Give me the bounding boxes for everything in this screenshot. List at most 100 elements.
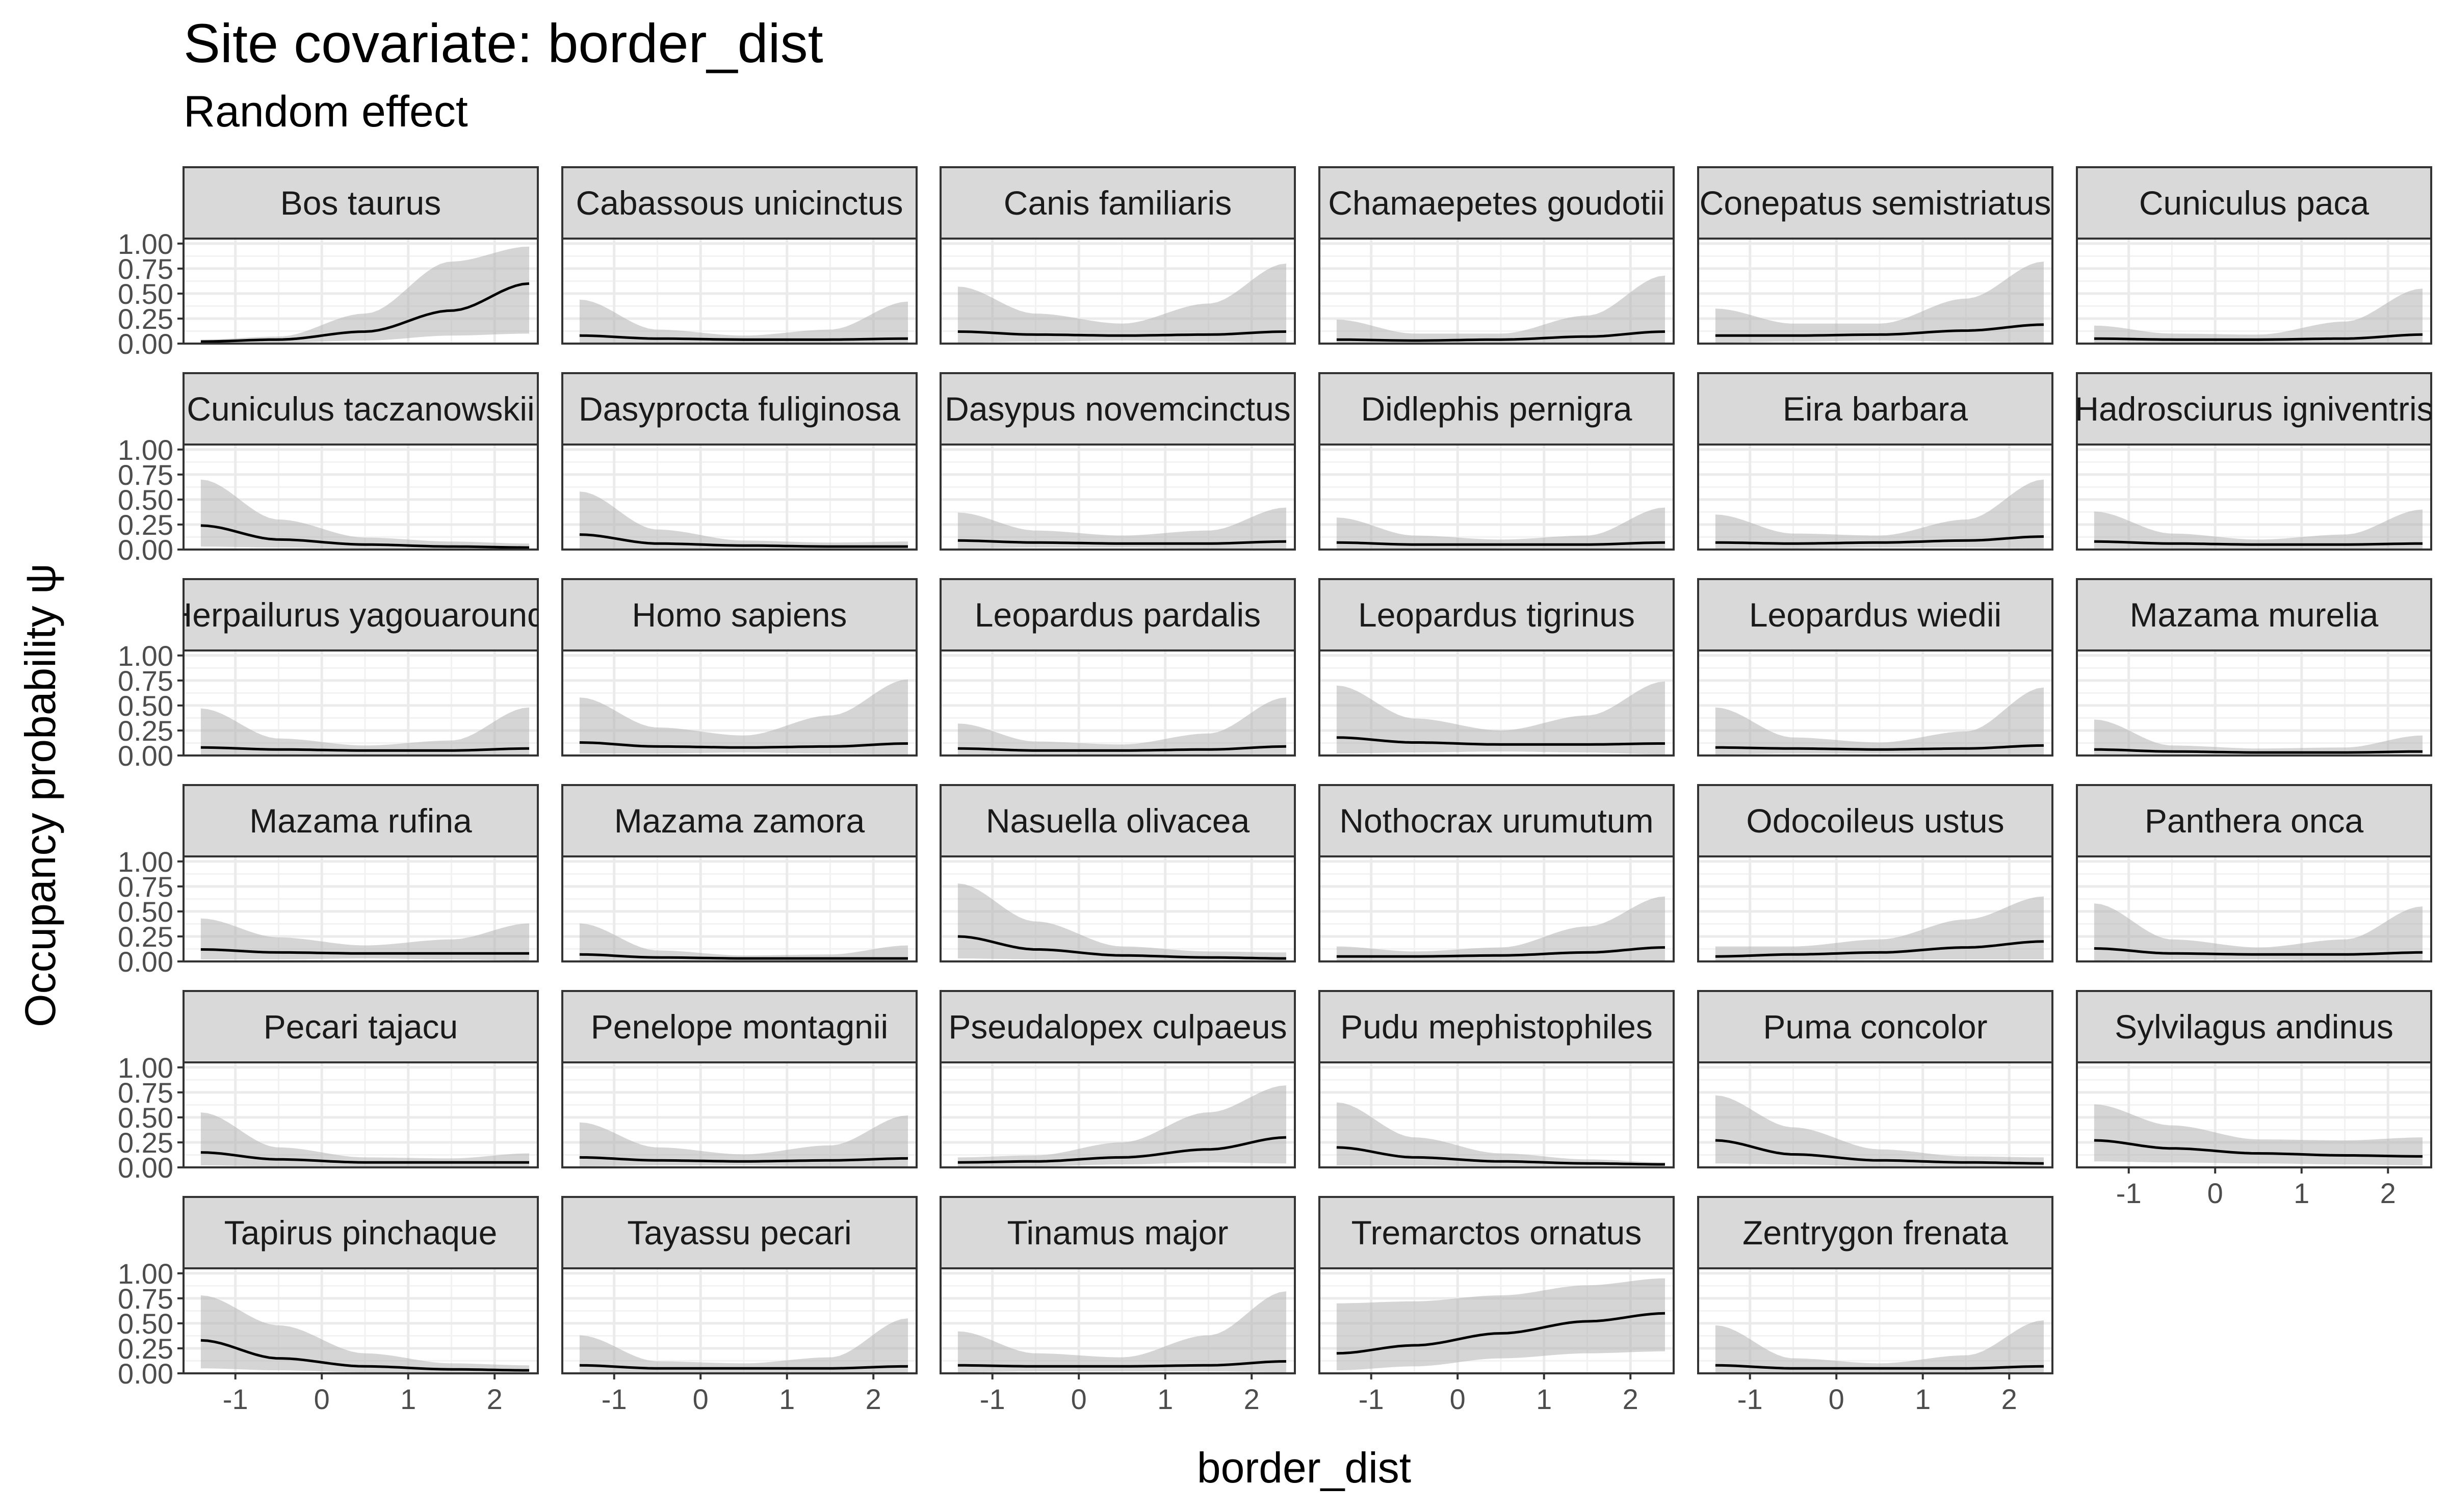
facet-panel: Leopardus pardalis [940, 578, 1296, 757]
chart-title: Site covariate: border_dist [184, 12, 823, 74]
ci-ribbon [957, 697, 1286, 754]
facet-strip [1697, 1196, 2053, 1269]
ci-ribbon [1715, 1095, 2044, 1167]
panel-border [1318, 238, 1675, 345]
ci-ribbon [1336, 1102, 1665, 1167]
facet-strip [1697, 578, 2053, 651]
facet-strip [1697, 372, 2053, 446]
facet-strip [561, 990, 918, 1063]
y-tick-label: 0.50 [118, 278, 173, 310]
x-tick-label: -1 [602, 1383, 627, 1415]
mean-line [957, 1136, 1287, 1164]
y-tick-label: 0.75 [118, 665, 173, 697]
y-tick-label: 0.00 [118, 534, 173, 566]
x-tick-label: 2 [1244, 1383, 1260, 1415]
y-tick-label: 0.25 [118, 303, 173, 335]
facet-strip [183, 784, 539, 857]
panel-border [183, 238, 539, 345]
facet-label: Pudu mephistophiles [1340, 1008, 1653, 1046]
x-tick-label: 2 [866, 1383, 881, 1415]
ci-ribbon [200, 918, 529, 960]
facet-panel: Puma concolor [1697, 990, 2053, 1169]
mean-line [200, 948, 529, 955]
y-tick-label: 0.50 [118, 484, 173, 516]
panel-border [2076, 855, 2432, 962]
panel-border [183, 1061, 539, 1168]
facet-strip [940, 166, 1296, 240]
facet-panel: Sylvilagus andinus -1 0 1 2 [2076, 990, 2432, 1209]
y-tick-label: 0.00 [118, 328, 173, 360]
y-tick-label: 1.00 [118, 228, 173, 260]
ci-ribbon [579, 299, 908, 343]
mean-line [579, 1156, 908, 1163]
mean-line [2094, 540, 2423, 546]
facet-strip [1318, 990, 1675, 1063]
y-tick-label: 0.25 [118, 921, 173, 953]
facet-panel: Mazama rufina 0.000.250.500.751.00 [118, 784, 539, 978]
panel-border [1697, 444, 2053, 551]
facet-label: Mazama rufina [249, 802, 472, 840]
y-tick-label: 0.25 [118, 1333, 173, 1365]
facet-panel: Cuniculus paca [2076, 166, 2432, 345]
ci-ribbon [2094, 509, 2423, 549]
y-tick-label: 0.25 [118, 1127, 173, 1159]
x-tick-label: -1 [223, 1383, 248, 1415]
facet-panel: Canis familiaris [940, 166, 1296, 345]
x-tick-label: 1 [1915, 1383, 1931, 1415]
ci-ribbon [200, 707, 529, 754]
facet-label: Nothocrax urumutum [1339, 802, 1653, 840]
facet-panel: Hadrosciurus igniventris [2076, 372, 2432, 551]
facet-panel: Leopardus wiedii [1697, 578, 2053, 757]
facet-strip [1318, 166, 1675, 240]
chart-subtitle: Random effect [184, 87, 468, 136]
facet-strip [1318, 784, 1675, 857]
panel-border [2076, 649, 2432, 757]
ci-ribbon [957, 507, 1286, 549]
ci-ribbon [579, 679, 908, 754]
facet-label: Pecari tajacu [264, 1008, 458, 1046]
y-tick-label: 0.00 [118, 946, 173, 978]
mean-line [957, 935, 1286, 960]
mean-line [1336, 330, 1665, 342]
facet-panel: Pseudalopex culpaeus [940, 990, 1296, 1169]
mean-line [579, 741, 908, 749]
panel-border [1318, 1267, 1675, 1374]
x-axis-title: border_dist [1197, 1444, 1411, 1492]
x-tick-label: 2 [1623, 1383, 1638, 1415]
ci-ribbon [200, 1295, 529, 1373]
mean-line [1336, 541, 1665, 546]
facet-strip [1318, 372, 1675, 446]
ci-ribbon [957, 1291, 1286, 1372]
facet-label: Canis familiaris [1004, 184, 1232, 222]
facet-label: Sylvilagus andinus [2115, 1008, 2393, 1046]
x-tick-label: 1 [779, 1383, 795, 1415]
facet-panel: Tapirus pinchaque 0.000.250.500.751.00 -1 0… [118, 1196, 539, 1415]
panel-border [940, 1267, 1296, 1374]
panel-border [561, 1061, 918, 1168]
facet-label: Cuniculus taczanowskii [187, 390, 534, 428]
ci-ribbon [579, 1115, 908, 1166]
facet-panel: Tayassu pecari -1 0 1 2 [561, 1196, 918, 1415]
ci-ribbon [1336, 275, 1665, 344]
y-tick-label: 0.25 [118, 509, 173, 541]
facet-label: Homo sapiens [632, 596, 847, 634]
panel-border [561, 238, 918, 345]
facet-panel: Mazama murelia [2076, 578, 2432, 757]
panel-border [183, 1267, 539, 1374]
facet-label: Tayassu pecari [627, 1214, 851, 1252]
ci-ribbon [579, 1318, 908, 1372]
x-tick-label: -1 [2116, 1177, 2142, 1209]
x-tick-label: 1 [1157, 1383, 1173, 1415]
panel-border [940, 649, 1296, 757]
mean-line [2094, 748, 2423, 754]
facet-panel: Conepatus semistriatus [1697, 166, 2053, 345]
panel-border [1318, 444, 1675, 551]
facet-panel: Pecari tajacu 0.000.250.500.751.00 [118, 990, 539, 1184]
mean-line [1715, 1139, 2044, 1165]
panel-border [940, 444, 1296, 551]
facet-strip [940, 578, 1296, 651]
facet-label: Leopardus tigrinus [1358, 596, 1635, 634]
panel-border [561, 1267, 918, 1374]
facet-panel: Cabassous unicinctus [561, 166, 918, 345]
y-axis-title: Occupancy probability ψ [16, 563, 64, 1027]
